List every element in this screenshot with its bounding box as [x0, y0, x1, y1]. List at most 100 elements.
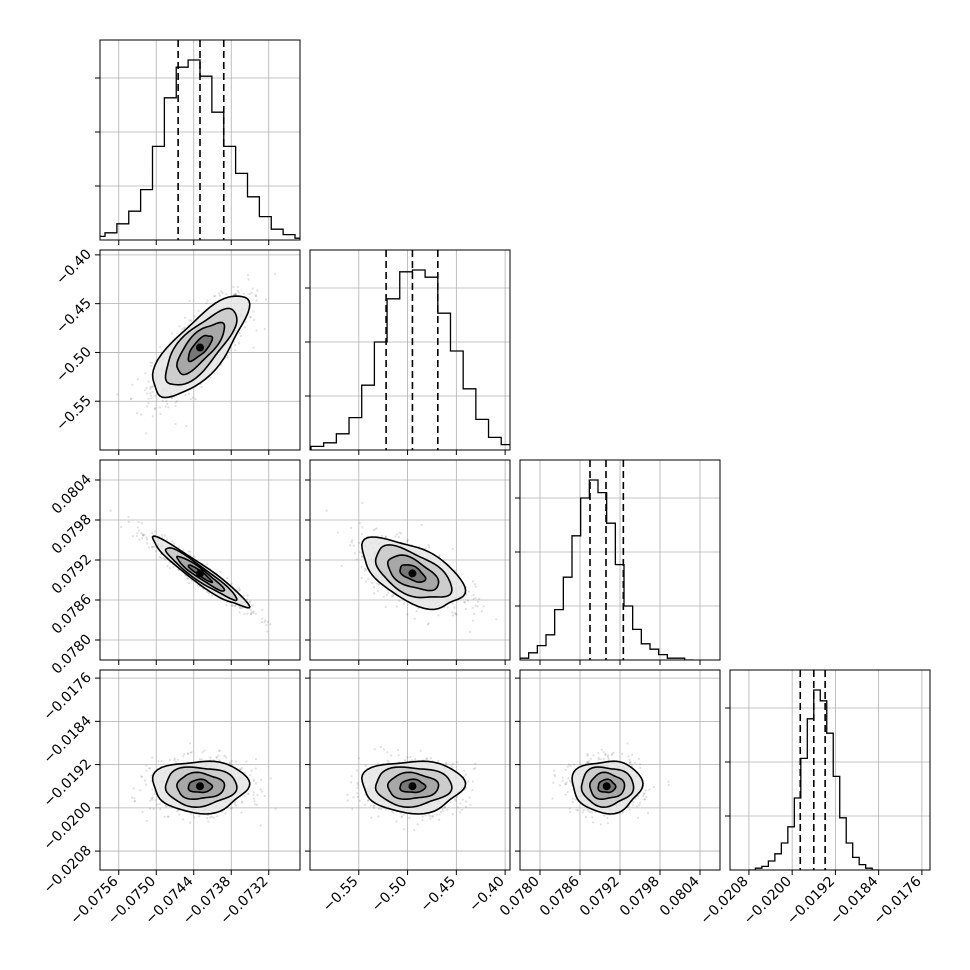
scatter-point — [189, 812, 192, 815]
scatter-point — [385, 593, 388, 597]
scatter-point — [166, 564, 169, 568]
scatter-point — [145, 538, 149, 541]
scatter-point — [428, 546, 431, 549]
y-tick-label: −0.0176 — [41, 670, 95, 724]
scatter-point — [174, 422, 177, 426]
scatter-point — [451, 611, 454, 614]
scatter-point — [246, 612, 249, 615]
scatter-point — [218, 292, 221, 295]
scatter-point — [240, 801, 243, 804]
scatter-point — [569, 764, 572, 767]
scatter-point — [467, 590, 470, 593]
scatter-point — [413, 617, 416, 620]
scatter-point — [190, 579, 193, 582]
scatter-point — [419, 749, 422, 752]
density-peak — [196, 343, 204, 352]
scatter-point — [238, 588, 241, 591]
scatter-point — [234, 760, 238, 763]
scatter-point — [148, 767, 151, 770]
scatter-point — [361, 555, 364, 558]
scatter-point — [147, 380, 150, 383]
scatter-point — [145, 783, 148, 786]
scatter-point — [255, 782, 258, 785]
contour-line — [399, 564, 427, 583]
scatter-point — [149, 799, 152, 802]
scatter-point — [132, 787, 135, 790]
scatter-point — [189, 553, 192, 556]
scatter-point — [203, 749, 206, 752]
scatter-point — [363, 803, 367, 806]
scatter-point — [360, 555, 363, 558]
scatter-point — [249, 601, 252, 604]
scatter-point — [189, 742, 192, 745]
scatter-point — [219, 570, 222, 573]
scatter-point — [438, 813, 441, 816]
scatter-point — [365, 568, 368, 571]
scatter-point — [163, 534, 166, 537]
scatter-point — [255, 329, 258, 332]
scatter-point — [181, 328, 184, 331]
scatter-point — [167, 815, 170, 818]
scatter-point — [375, 527, 378, 530]
scatter-point — [205, 590, 209, 594]
scatter-point — [364, 764, 367, 767]
scatter-point — [159, 808, 162, 811]
scatter-point — [237, 291, 240, 294]
scatter-point — [398, 531, 401, 534]
scatter-point — [266, 620, 269, 623]
scatter-point — [599, 758, 602, 761]
panel-frame — [309, 669, 511, 871]
scatter-point — [188, 319, 191, 322]
scatter-point — [390, 595, 393, 598]
scatter-point — [453, 612, 457, 615]
gridlines — [520, 460, 720, 660]
scatter-point — [260, 790, 263, 793]
scatter-point — [384, 605, 387, 608]
scatter-point — [567, 777, 570, 780]
scatter-point — [218, 749, 221, 752]
scatter-point — [170, 332, 174, 335]
scatter-point — [424, 814, 427, 817]
scatter-point — [269, 623, 272, 626]
scatter-point — [372, 806, 375, 810]
scatter-point — [148, 387, 152, 390]
scatter-point — [218, 749, 221, 753]
scatter-point — [336, 531, 339, 534]
scatter-point — [604, 752, 607, 756]
scatter-point — [153, 407, 156, 410]
scatter-point — [373, 748, 376, 751]
scatter-point — [187, 550, 190, 553]
scatter-point — [472, 612, 476, 615]
scatter-point — [392, 593, 395, 596]
scatter-point — [239, 768, 242, 771]
scatter-point — [253, 318, 256, 322]
scatter-point — [252, 791, 255, 794]
scatter-point — [150, 779, 153, 783]
scatter-point — [375, 582, 379, 585]
scatter-point — [351, 539, 354, 542]
scatter-point — [151, 788, 154, 791]
y-tick-label: 0.0780 — [49, 632, 95, 678]
scatter-point — [438, 818, 441, 821]
scatter-point — [185, 424, 188, 428]
scatter-point — [200, 385, 203, 389]
scatter-point — [205, 302, 208, 305]
scatter-point — [273, 273, 277, 276]
scatter-point — [350, 541, 353, 544]
scatter-point — [269, 777, 272, 780]
scatter-point — [402, 828, 405, 831]
scatter-point — [387, 591, 390, 594]
scatter-point — [444, 805, 447, 808]
scatter-point — [474, 585, 477, 588]
scatter-point — [379, 745, 382, 748]
scatter-point — [233, 800, 237, 804]
scatter-point — [189, 751, 192, 754]
scatter-point — [166, 538, 169, 541]
scatter-point — [397, 535, 400, 539]
scatter-point — [392, 811, 395, 814]
scatter-point — [190, 319, 193, 322]
scatter-point — [228, 761, 231, 765]
scatter-point — [232, 285, 235, 288]
scatter-point — [151, 796, 154, 799]
